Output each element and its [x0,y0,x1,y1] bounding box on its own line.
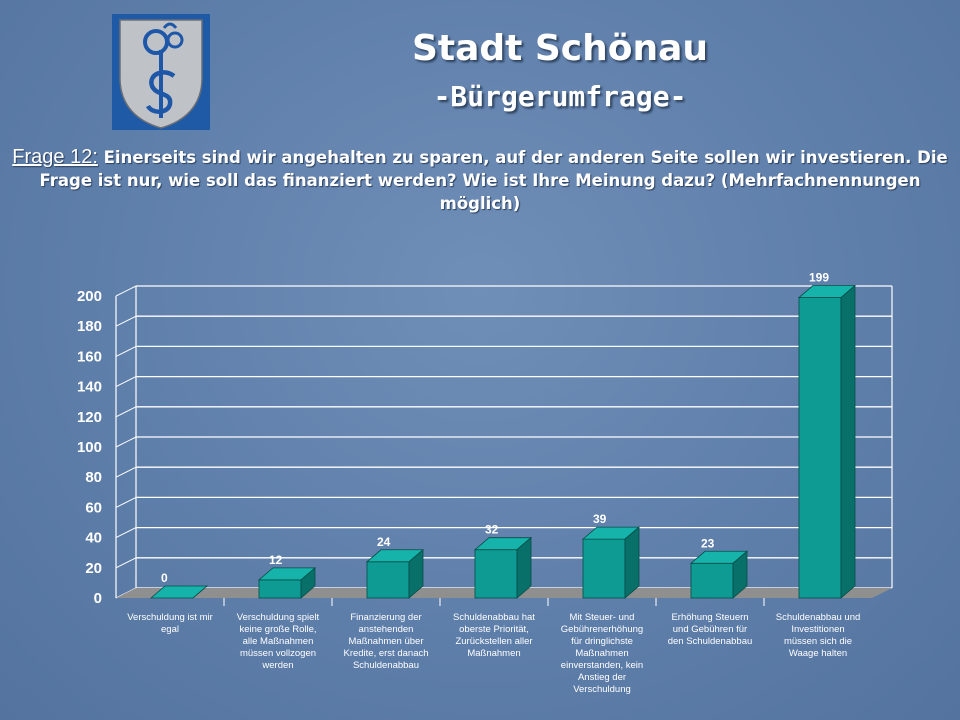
y-tick-label: 180 [77,318,102,335]
bar-side [840,284,856,599]
side-gridline [115,527,137,539]
bar [582,538,626,599]
x-tick-label: anstehenden [359,624,414,635]
x-tick-label: Verschuldung ist mir [127,612,213,623]
bar [258,579,302,599]
bar [690,562,734,599]
side-gridline [115,376,137,388]
x-tick-label: Mit Steuer- und [570,612,635,623]
x-tick-label: für dringlichste [571,636,633,647]
x-tick-label: müssen vollzogen [240,648,316,659]
data-label: 12 [269,553,283,567]
data-label: 39 [593,512,607,526]
page-title: Stadt Schönau [411,28,709,69]
bar-side [192,585,208,599]
question-label: Frage 12: [12,146,98,168]
x-tick-label: alle Maßnahmen [243,636,314,647]
bar [798,297,842,599]
x-tick-label: keine große Rolle, [239,624,316,635]
data-label: 32 [485,523,499,537]
x-tick-label: Anstieg der [578,672,626,683]
x-tick-label: Maßnahmen [575,648,628,659]
x-tick-label: Schuldenabbau und [776,612,861,623]
y-tick-label: 20 [85,560,102,577]
question-text: Einerseits sind wir angehalten zu sparen… [39,148,948,213]
x-tick-label: Schuldenabbau [353,660,419,671]
y-tick-label: 160 [77,348,102,365]
side-gridline [115,345,137,357]
side-gridline [115,466,137,478]
bar [474,549,518,599]
y-tick-label: 40 [85,530,102,547]
x-tick-label: Zurückstellen aller [455,636,532,647]
y-tick-label: 100 [77,439,102,456]
x-tick-label: Maßnahmen über [349,636,424,647]
bar-side [408,548,424,599]
side-gridline [115,285,137,297]
x-tick-label: einverstanden, kein [561,660,643,671]
data-label: 24 [377,535,391,549]
side-gridline [115,557,137,569]
bar [366,561,410,599]
x-tick-label: Verschuldung spielt [237,612,320,623]
x-tick-label: Investitionen [791,624,844,635]
y-tick-label: 80 [85,469,102,486]
side-gridline [115,315,137,327]
x-tick-label: egal [161,624,179,635]
x-tick-label: oberste Priorität, [459,624,529,635]
x-tick-label: Finanzierung der [350,612,421,623]
x-tick-label: Gebührenerhöhung [561,624,643,635]
x-tick-label: und Gebühren für [673,624,747,635]
bar-side [516,536,532,599]
x-tick-label: Maßnahmen [467,648,520,659]
y-tick-label: 0 [94,590,102,607]
x-tick-label: müssen sich die [784,636,852,647]
x-tick-label: Erhöhung Steuern [671,612,748,623]
side-gridline [115,496,137,508]
data-label: 23 [701,536,715,550]
side-gridline [115,436,137,448]
bar-side [300,567,316,599]
x-tick-label: Waage halten [789,648,847,659]
bar-side [624,526,640,599]
y-tick-label: 140 [77,379,102,396]
bar-side [732,550,748,599]
y-tick-label: 60 [85,499,102,516]
y-tick-label: 120 [77,409,102,426]
data-label: 199 [809,271,829,285]
x-tick-label: Verschuldung [573,684,631,695]
x-tick-label: Kredite, erst danach [343,648,428,659]
x-tick-label: werden [261,660,293,671]
x-tick-label: den Schuldenabbau [668,636,753,647]
page-subtitle: -Bürgerumfrage- [433,80,687,113]
coat-of-arms-logo [112,14,210,130]
y-tick-label: 200 [77,288,102,305]
data-label: 0 [161,571,168,585]
x-tick-label: Schuldenabbau hat [453,612,535,623]
question-block: Frage 12: Einerseits sind wir angehalten… [12,146,948,215]
side-gridline [115,406,137,418]
